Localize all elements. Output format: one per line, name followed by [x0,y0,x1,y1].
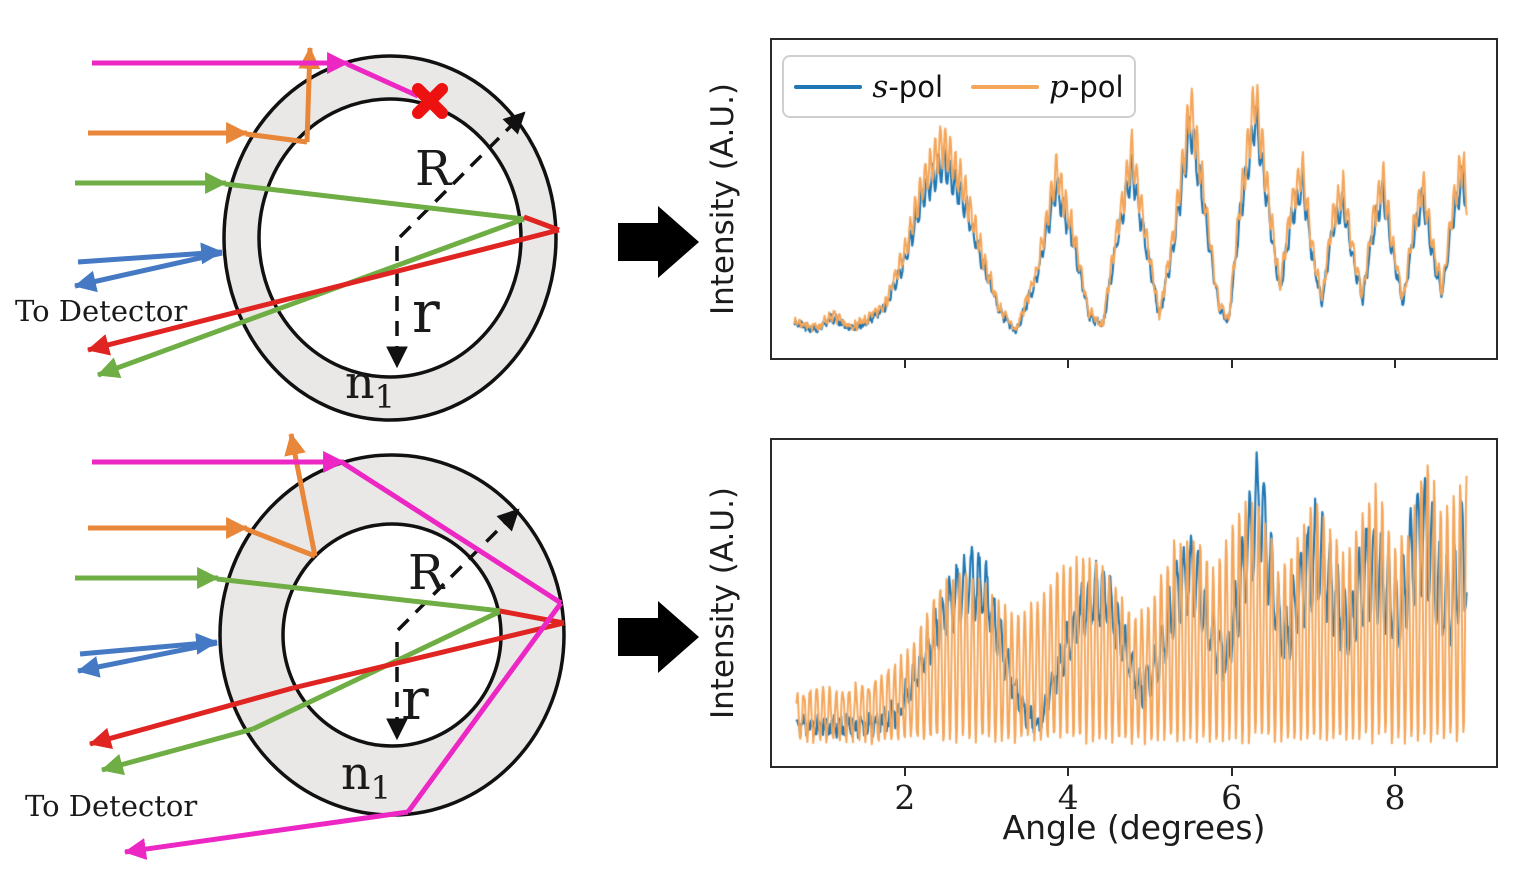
plot-legend: s-pol p-pol [782,55,1136,118]
x-tick [1067,768,1070,776]
p-pol-label: p-pol [1049,69,1124,105]
outer-radius-arrow-bottom [396,508,520,632]
exit-ray-red-top [86,227,560,356]
x-tick-label: 8 [1384,778,1406,817]
shell-diagram-bottom: R r n1 To Detector [25,432,566,860]
absorbed-ray-magenta-top [345,61,420,99]
inner-radius-label-bottom: r [401,665,429,733]
p-pol-symbol: p [1049,68,1069,105]
outer-radius-label-top: R [415,141,453,197]
x-tick [1230,768,1233,776]
reflected-ray-blue-bottom [76,640,218,678]
inner-radius-label-top: r [412,278,440,346]
refracted-ray-orange-bottom [245,526,316,559]
shell-diagram-top: R r n1 To Detector [15,46,560,422]
x-axis-label: Angle (degrees) [1002,808,1266,847]
y-axis-label-top: Intensity (A.U.) [705,82,741,316]
refracted-ray-orange-top [245,131,308,145]
s-pol-label: s-pol [872,69,943,105]
shell-index-label-bottom: n1 [341,746,391,807]
refracted-ray-green-top [224,181,525,222]
p-pol-suffix: -pol [1068,69,1124,104]
outer-radius-label-bottom: R [408,545,446,601]
s-pol-line-swatch [794,84,863,89]
outer-radius-arrow-top [398,111,526,239]
to-detector-label-top: To Detector [15,294,187,328]
p-pol-line-swatch [971,84,1040,89]
incident-ray-blue-top [77,242,224,265]
internal-ray-magenta-bottom [405,601,564,814]
reflected-ray-blue-top [73,250,223,293]
blocked-x-icon [412,83,448,119]
legend-entry-p-pol: p-pol [971,69,1124,105]
intensity-plot-bottom [770,438,1498,768]
x-tick [1394,768,1397,776]
legend-entry-s-pol: s-pol [794,69,943,105]
flow-arrow-bottom-icon [618,601,699,673]
internal-ray-red-top [523,214,560,233]
internal-ray-red-bottom [499,608,565,626]
x-tick [1067,360,1070,368]
shell-ray-red-bottom [292,620,565,691]
exit-ray-green-bottom [100,726,254,776]
reflected-ray-orange-bottom [284,432,318,557]
exit-ray-red-bottom [88,685,294,750]
x-axis-ticks-top [770,360,1498,420]
x-tick [903,768,906,776]
x-tick [1230,360,1233,368]
y-axis-label-bottom: Intensity (A.U.) [705,486,741,720]
to-detector-label-bottom: To Detector [25,789,197,823]
s-pol-suffix: -pol [888,69,944,104]
exit-ray-green-top [96,216,525,379]
x-tick-label: 2 [894,778,916,817]
shell-ray-magenta-bottom [341,460,563,606]
exit-ray-magenta-bottom [123,809,409,860]
x-axis-ticks-bottom: 2 4 6 8 [770,768,1498,828]
refracted-ray-green-bottom [216,576,502,614]
x-tick [903,360,906,368]
plot-canvas-bottom [772,440,1496,766]
s-pol-symbol: s [872,68,889,105]
shell-index-label-top: n1 [345,355,395,416]
flow-arrow-top-icon [618,206,699,278]
x-tick-label: 6 [1221,778,1243,817]
x-tick [1394,360,1397,368]
incident-ray-blue-bottom [79,632,219,657]
x-tick-label: 4 [1057,778,1079,817]
